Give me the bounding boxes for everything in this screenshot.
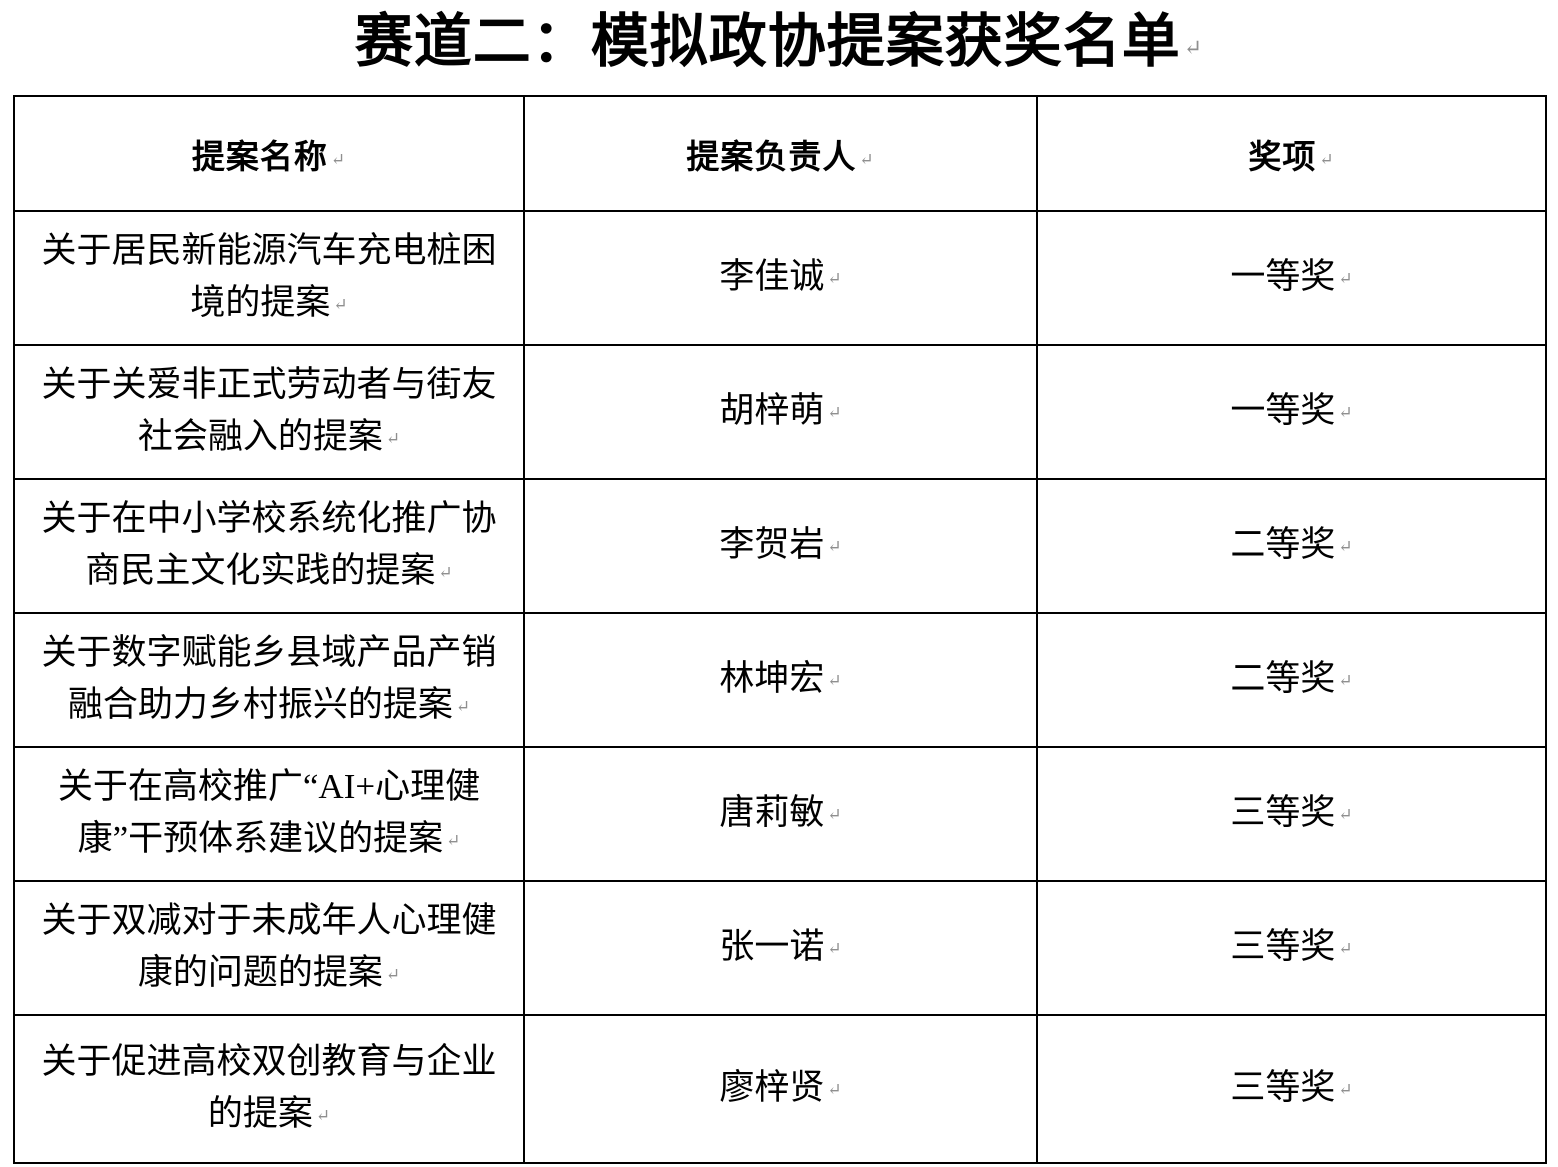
- paragraph-mark: ↵: [827, 269, 842, 289]
- award-cell: 三等奖 ↵: [1036, 746, 1547, 882]
- proposal-cell: 关于关爱非正式劳动者与街友社会融入的提案 ↵: [13, 344, 525, 480]
- paragraph-mark: ↵: [333, 295, 348, 315]
- paragraph-mark: ↵: [1338, 403, 1353, 423]
- header-proposal-name: 提案名称 ↵: [13, 95, 525, 212]
- paragraph-mark: ↵: [330, 149, 347, 169]
- paragraph-mark: ↵: [1338, 805, 1353, 825]
- table-row: 关于关爱非正式劳动者与街友社会融入的提案 ↵ 胡梓萌 ↵ 一等奖 ↵: [13, 344, 1547, 480]
- proposal-cell-text: 关于在高校推广“AI+心理健康”干预体系建议的提案: [57, 766, 481, 858]
- header-award: 奖项 ↵: [1036, 95, 1547, 212]
- table-header-row: 提案名称 ↵ 提案负责人 ↵ 奖项 ↵: [13, 95, 1547, 212]
- award-cell: 二等奖 ↵: [1036, 612, 1547, 748]
- lead-cell-text: 张一诺: [719, 926, 825, 966]
- lead-cell: 廖梓贤 ↵: [523, 1014, 1038, 1164]
- award-cell-text: 一等奖: [1230, 390, 1336, 430]
- table-row: 关于在中小学校系统化推广协商民主文化实践的提案 ↵ 李贺岩 ↵ 二等奖 ↵: [13, 478, 1547, 614]
- award-cell: 三等奖 ↵: [1036, 1014, 1547, 1164]
- award-cell-text: 三等奖: [1230, 1067, 1336, 1107]
- proposal-cell-text: 关于数字赋能乡县域产品产销融合助力乡村振兴的提案: [41, 632, 497, 724]
- header-proposal-lead-label: 提案负责人: [686, 139, 857, 176]
- award-cell-text: 二等奖: [1230, 658, 1336, 698]
- page-title: 赛道二：模拟政协提案获奖名单 ↵: [0, 0, 1558, 78]
- lead-cell-text: 林坤宏: [719, 658, 825, 698]
- paragraph-mark: ↵: [385, 965, 401, 985]
- awards-table: 提案名称 ↵ 提案负责人 ↵ 奖项 ↵ 关于居民新能源汽车充电桩困境的提案 ↵ 李佳诚 ↵ 一…: [13, 95, 1547, 1164]
- paragraph-mark: ↵: [1338, 671, 1353, 691]
- award-cell-text: 三等奖: [1230, 792, 1336, 832]
- paragraph-mark: ↵: [455, 697, 471, 717]
- lead-cell-text: 李贺岩: [719, 524, 825, 564]
- lead-cell: 李佳诚 ↵: [523, 210, 1038, 346]
- proposal-cell: 关于促进高校双创教育与企业的提案 ↵: [13, 1014, 525, 1164]
- award-cell-text: 三等奖: [1230, 926, 1336, 966]
- paragraph-mark: ↵: [827, 403, 842, 423]
- award-cell: 三等奖 ↵: [1036, 880, 1547, 1016]
- lead-cell-text: 廖梓贤: [719, 1067, 825, 1107]
- proposal-cell: 关于在中小学校系统化推广协商民主文化实践的提案 ↵: [13, 478, 525, 614]
- paragraph-mark: ↵: [1338, 269, 1353, 289]
- table-body: 关于居民新能源汽车充电桩困境的提案 ↵ 李佳诚 ↵ 一等奖 ↵ 关于关爱非正式劳动者与街友社…: [13, 210, 1547, 1164]
- proposal-cell-text: 关于在中小学校系统化推广协商民主文化实践的提案: [41, 498, 497, 590]
- table-row: 关于数字赋能乡县域产品产销融合助力乡村振兴的提案 ↵ 林坤宏 ↵ 二等奖 ↵: [13, 612, 1547, 748]
- paragraph-mark: ↵: [315, 1106, 331, 1126]
- award-cell: 二等奖 ↵: [1036, 478, 1547, 614]
- paragraph-mark: ↵: [827, 671, 842, 691]
- lead-cell: 胡梓萌 ↵: [523, 344, 1038, 480]
- paragraph-mark: ↵: [438, 563, 453, 583]
- paragraph-mark: ↵: [1338, 1080, 1353, 1100]
- award-cell: 一等奖 ↵: [1036, 344, 1547, 480]
- proposal-cell: 关于居民新能源汽车充电桩困境的提案 ↵: [13, 210, 525, 346]
- paragraph-mark: ↵: [827, 537, 842, 557]
- header-proposal-name-label: 提案名称: [191, 139, 328, 176]
- proposal-cell-text: 关于关爱非正式劳动者与街友社会融入的提案: [41, 364, 497, 456]
- proposal-cell-text: 关于双减对于未成年人心理健康的问题的提案: [41, 900, 497, 992]
- table-row: 关于双减对于未成年人心理健康的问题的提案 ↵ 张一诺 ↵ 三等奖 ↵: [13, 880, 1547, 1016]
- paragraph-mark: ↵: [1183, 34, 1204, 60]
- paragraph-mark: ↵: [1319, 149, 1335, 169]
- lead-cell-text: 唐莉敏: [719, 792, 825, 832]
- paragraph-mark: ↵: [1338, 939, 1353, 959]
- header-award-label: 奖项: [1248, 139, 1317, 176]
- lead-cell: 林坤宏 ↵: [523, 612, 1038, 748]
- paragraph-mark: ↵: [446, 831, 461, 851]
- paragraph-mark: ↵: [859, 149, 875, 169]
- lead-cell: 李贺岩 ↵: [523, 478, 1038, 614]
- proposal-cell: 关于双减对于未成年人心理健康的问题的提案 ↵: [13, 880, 525, 1016]
- proposal-cell-text: 关于居民新能源汽车充电桩困境的提案: [41, 230, 497, 322]
- paragraph-mark: ↵: [385, 429, 401, 449]
- award-cell-text: 二等奖: [1230, 524, 1336, 564]
- lead-cell-text: 李佳诚: [719, 256, 825, 296]
- paragraph-mark: ↵: [827, 805, 842, 825]
- award-cell-text: 一等奖: [1230, 256, 1336, 296]
- proposal-cell: 关于数字赋能乡县域产品产销融合助力乡村振兴的提案 ↵: [13, 612, 525, 748]
- table-row: 关于促进高校双创教育与企业的提案 ↵ 廖梓贤 ↵ 三等奖 ↵: [13, 1014, 1547, 1164]
- proposal-cell-text: 关于促进高校双创教育与企业的提案: [41, 1041, 497, 1133]
- paragraph-mark: ↵: [1338, 537, 1353, 557]
- lead-cell-text: 胡梓萌: [719, 390, 825, 430]
- award-cell: 一等奖 ↵: [1036, 210, 1547, 346]
- lead-cell: 张一诺 ↵: [523, 880, 1038, 1016]
- table-row: 关于居民新能源汽车充电桩困境的提案 ↵ 李佳诚 ↵ 一等奖 ↵: [13, 210, 1547, 346]
- paragraph-mark: ↵: [827, 939, 842, 959]
- header-proposal-lead: 提案负责人 ↵: [523, 95, 1038, 212]
- page-title-text: 赛道二：模拟政协提案获奖名单: [354, 9, 1181, 74]
- table-row: 关于在高校推广“AI+心理健康”干预体系建议的提案 ↵ 唐莉敏 ↵ 三等奖 ↵: [13, 746, 1547, 882]
- paragraph-mark: ↵: [827, 1080, 842, 1100]
- lead-cell: 唐莉敏 ↵: [523, 746, 1038, 882]
- proposal-cell: 关于在高校推广“AI+心理健康”干预体系建议的提案 ↵: [13, 746, 525, 882]
